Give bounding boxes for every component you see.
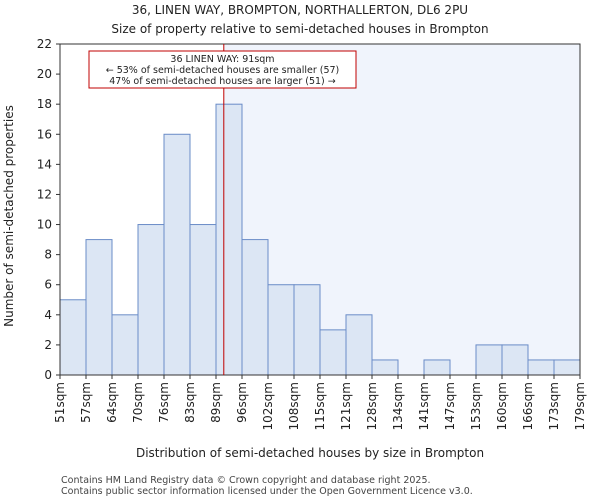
x-tick-label: 128sqm [365, 382, 379, 430]
x-axis-label: Distribution of semi-detached houses by … [136, 446, 484, 460]
bar [163, 133, 191, 376]
x-tick-label: 147sqm [443, 382, 457, 430]
x-tick-label: 166sqm [521, 382, 535, 430]
bar [423, 359, 451, 376]
bars [59, 103, 581, 376]
y-tick-label: 20 [37, 67, 52, 81]
bar [137, 224, 165, 376]
x-tick-label: 141sqm [417, 382, 431, 430]
x-tick-label: 121sqm [339, 382, 353, 430]
y-tick-label: 22 [37, 37, 52, 51]
bar [189, 224, 217, 376]
y-tick-label: 6 [44, 278, 52, 292]
x-tick-label: 70sqm [131, 382, 145, 423]
bar [111, 314, 139, 376]
bar [59, 299, 87, 376]
x-tick-label: 64sqm [105, 382, 119, 423]
y-tick-label: 14 [37, 157, 52, 171]
bar [527, 359, 555, 376]
x-tick-label: 134sqm [391, 382, 405, 430]
x-tick-label: 57sqm [79, 382, 93, 423]
x-tick-label: 83sqm [183, 382, 197, 423]
bar [501, 344, 529, 376]
plot-frame [59, 43, 581, 376]
y-tick-label: 16 [37, 127, 52, 141]
x-tick-label: 108sqm [287, 382, 301, 430]
bar [241, 239, 269, 376]
x-tick-label: 115sqm [313, 382, 327, 430]
y-tick-label: 0 [44, 368, 52, 382]
bar [345, 314, 373, 376]
y-tick-label: 18 [37, 97, 52, 111]
x-axis: 51sqm 57sqm 64sqm 70sqm 76sqm 83sqm 89sqm 96sqm… [53, 375, 587, 430]
bar [293, 284, 321, 376]
x-tick-label: 96sqm [235, 382, 249, 423]
bar [319, 329, 347, 376]
x-tick-label: 179sqm [573, 382, 587, 430]
annotation-line: 47% of semi-detached houses are larger (… [109, 76, 336, 87]
annotation-line: ← 53% of semi-detached houses are smalle… [106, 65, 340, 76]
x-tick-label: 89sqm [209, 382, 223, 423]
chart-title: 36, LINEN WAY, BROMPTON, NORTHALLERTON, … [132, 3, 468, 17]
x-tick-label: 160sqm [495, 382, 509, 430]
bar [475, 344, 503, 376]
bar [371, 359, 399, 376]
y-tick-label: 10 [37, 218, 52, 232]
bar [215, 103, 243, 376]
y-tick-label: 12 [37, 187, 52, 201]
y-axis-label: Number of semi-detached properties [2, 105, 16, 327]
footer-line-1: Contains HM Land Registry data © Crown c… [61, 475, 431, 486]
bar [85, 239, 113, 376]
chart-subtitle: Size of property relative to semi-detach… [111, 22, 488, 36]
y-axis: 0 2 4 6 8 10 12 14 16 18 20 22 [37, 37, 60, 382]
x-tick-label: 76sqm [157, 382, 171, 423]
y-tick-label: 4 [44, 308, 52, 322]
x-tick-label: 102sqm [261, 382, 275, 430]
annotation-box: 36 LINEN WAY: 91sqm ← 53% of semi-detach… [88, 50, 357, 89]
bar [267, 284, 295, 376]
footer-line-2: Contains public sector information licen… [61, 486, 473, 497]
x-tick-label: 51sqm [53, 382, 67, 423]
y-tick-label: 8 [44, 248, 52, 262]
x-tick-label: 173sqm [547, 382, 561, 430]
annotation-frame [88, 50, 357, 89]
y-tick-label: 2 [44, 338, 52, 352]
bar [553, 359, 581, 376]
x-tick-label: 153sqm [469, 382, 483, 430]
annotation-line: 36 LINEN WAY: 91sqm [170, 54, 274, 65]
